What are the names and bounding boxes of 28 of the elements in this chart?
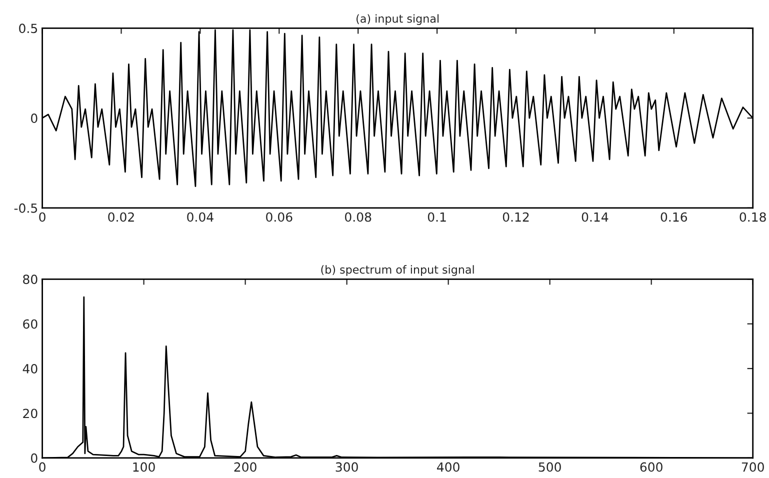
x-tick-label: 0 bbox=[39, 212, 46, 222]
y-tick-label: 20 bbox=[23, 408, 38, 418]
y-tick-label: -0.5 bbox=[14, 203, 38, 213]
x-tick-label: 700 bbox=[742, 462, 764, 472]
y-tick-label: 80 bbox=[23, 274, 38, 284]
x-tick-label: 300 bbox=[336, 462, 358, 472]
x-tick-label: 200 bbox=[234, 462, 256, 472]
y-tick-label: 0 bbox=[31, 453, 38, 463]
x-tick-label: 0.12 bbox=[502, 212, 529, 222]
y-tick-label: 60 bbox=[23, 319, 38, 329]
chart-title: (b) spectrum of input signal bbox=[321, 265, 474, 276]
x-tick-label: 0 bbox=[39, 462, 46, 472]
x-tick-label: 0.08 bbox=[345, 212, 372, 222]
x-tick-label: 600 bbox=[640, 462, 662, 472]
x-tick-label: 0.16 bbox=[660, 212, 688, 222]
x-tick-label: 0.18 bbox=[740, 212, 766, 222]
chart-title: (a) input signal bbox=[356, 14, 439, 25]
x-tick-label: 400 bbox=[437, 462, 460, 472]
x-tick-label: 500 bbox=[538, 462, 561, 472]
y-tick-label: 40 bbox=[22, 364, 38, 374]
y-tick-label: 0 bbox=[31, 114, 38, 123]
x-tick-label: 0.04 bbox=[187, 212, 214, 222]
x-tick-label: 0.06 bbox=[266, 212, 292, 222]
x-tick-label: 0.02 bbox=[108, 212, 134, 222]
x-tick-label: 0.1 bbox=[428, 212, 446, 222]
y-tick-label: 0.5 bbox=[19, 24, 38, 34]
x-tick-label: 100 bbox=[133, 462, 155, 472]
x-tick-label: 0.14 bbox=[582, 212, 608, 222]
